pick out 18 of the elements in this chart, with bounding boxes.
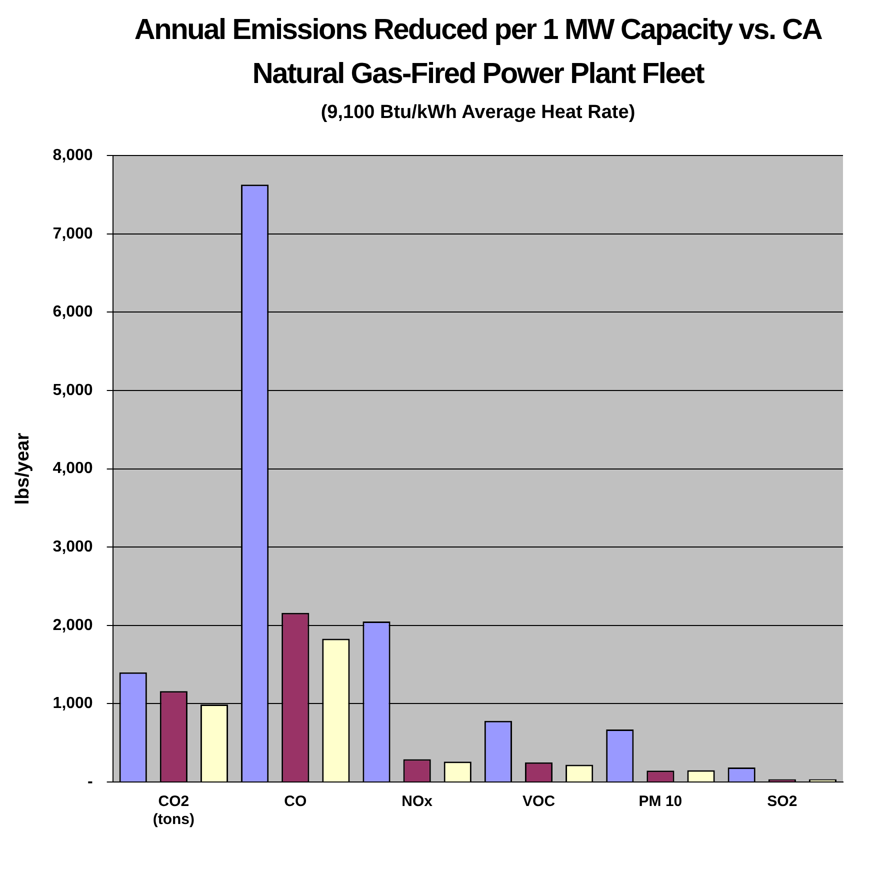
x-tick-label: VOC [522, 793, 556, 810]
x-tick-label: PM 10 [638, 793, 682, 810]
y-tick-label: 2,000 [52, 616, 93, 634]
y-tick-label: - [88, 773, 93, 790]
y-tick-label: 7,000 [52, 225, 93, 242]
y-tick-label: 6,000 [52, 304, 93, 321]
x-tick-label: CO [284, 793, 307, 810]
y-tick-label: 1,000 [52, 695, 93, 712]
y-tick-label: 8,000 [52, 147, 93, 164]
x-tick-label: NOx [402, 793, 434, 810]
chart-title: Annual Emissions Reduced per 1 MW Capacity vs. CA Natural Gas-Fired Power Plant Fleet [133, 13, 823, 92]
x-tick-label: SO2 [767, 793, 798, 810]
y-tick-label: 4,000 [52, 460, 93, 478]
x-tick-label: CO2 (tons) [152, 793, 195, 828]
y-tick-label: 3,000 [52, 538, 93, 556]
y-axis-title: lbs/year [12, 432, 34, 505]
y-tick-label: 5,000 [52, 382, 93, 399]
chart-subtitle: (9,100 Btu/kWh Average Heat Rate) [320, 102, 636, 124]
